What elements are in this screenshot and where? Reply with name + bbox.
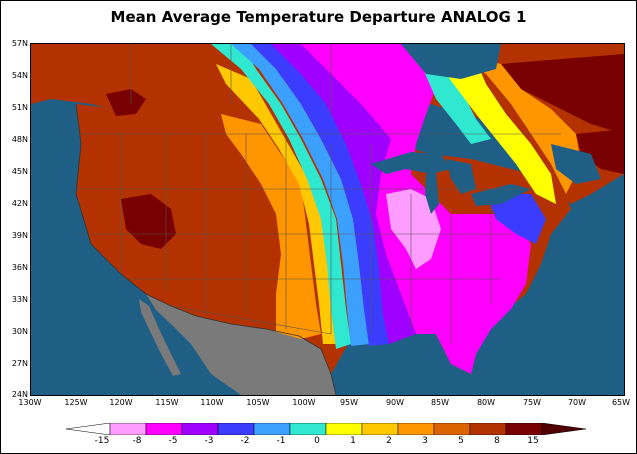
- x-axis-label: 80W: [476, 398, 496, 407]
- coastline: [75, 103, 337, 395]
- y-axis-label: 54N: [11, 71, 28, 80]
- legend-swatch: [361, 423, 399, 435]
- ne-cyan-band: [421, 59, 491, 144]
- legend-swatch: [109, 423, 147, 435]
- x-axis-label: 115W: [155, 398, 179, 407]
- legend-label: 5: [458, 436, 464, 446]
- y-axis-label: 51N: [11, 103, 28, 112]
- legend-swatch: [289, 423, 327, 435]
- y-axis-label: 39N: [11, 231, 28, 240]
- x-axis-label: 110W: [200, 398, 224, 407]
- legend-label: 1: [350, 436, 356, 446]
- legend-label: 0: [314, 436, 320, 446]
- northeast-warm-core-2: [576, 129, 624, 174]
- cyan-band: [211, 44, 351, 349]
- temperature-departure-map: [30, 43, 625, 396]
- lake-huron: [446, 159, 476, 194]
- ne-blue-band: [486, 194, 546, 244]
- hudson-bay: [401, 44, 501, 79]
- legend-swatch: [397, 423, 435, 435]
- political-borders: [76, 44, 561, 344]
- x-axis-label: 90W: [385, 398, 405, 407]
- x-axis-label: 100W: [292, 398, 316, 407]
- x-axis-label: 120W: [109, 398, 133, 407]
- legend-arrow-low: [66, 423, 111, 435]
- x-axis-label: 75W: [522, 398, 542, 407]
- gulf-of-st-lawrence: [551, 144, 601, 184]
- legend-label: 15: [527, 436, 539, 446]
- lightblue-band: [231, 44, 369, 346]
- legend-arrow-high: [541, 423, 586, 435]
- legend-label: 8: [494, 436, 500, 446]
- color-legend-bar: [66, 423, 586, 435]
- lake-michigan: [425, 172, 439, 214]
- great-lakes: [371, 152, 451, 174]
- y-axis-label: 30N: [11, 327, 28, 336]
- blue-band: [251, 44, 389, 346]
- legend-swatch: [505, 423, 543, 435]
- northeast-warm-core: [501, 54, 624, 134]
- pink-core: [386, 189, 441, 269]
- legend-label: 2: [386, 436, 392, 446]
- map-title: Mean Average Temperature Departure ANALO…: [110, 8, 527, 26]
- y-axis-label: 33N: [11, 295, 28, 304]
- legend-swatch: [253, 423, 291, 435]
- ne-orange-band: [456, 54, 581, 194]
- legend-swatch: [469, 423, 507, 435]
- y-axis-label: 42N: [11, 199, 28, 208]
- x-axis-label: 130W: [18, 398, 42, 407]
- y-axis-label: 48N: [11, 135, 28, 144]
- west-yellow-band: [216, 64, 336, 344]
- y-axis-label: 57N: [11, 39, 28, 48]
- legend-label: -5: [168, 436, 178, 446]
- legend-label: -2: [240, 436, 250, 446]
- ne-yellow-band: [431, 49, 556, 204]
- legend-label: -15: [94, 436, 110, 446]
- west-orange-band: [221, 114, 321, 339]
- baja-land: [139, 299, 181, 376]
- legend-label: -3: [204, 436, 214, 446]
- legend-swatch: [181, 423, 219, 435]
- x-axis-label: 125W: [64, 398, 88, 407]
- y-axis-label: 45N: [11, 167, 28, 176]
- x-axis-label: 105W: [246, 398, 270, 407]
- x-axis-label: 85W: [430, 398, 450, 407]
- y-axis-label: 36N: [11, 263, 28, 272]
- legend-label: -1: [276, 436, 286, 446]
- y-axis-label: 27N: [11, 359, 28, 368]
- x-axis-label: 70W: [567, 398, 587, 407]
- mexico-land: [146, 294, 336, 395]
- west-warm-core: [121, 194, 176, 249]
- x-axis-label: 65W: [611, 398, 631, 407]
- legend-swatch: [145, 423, 183, 435]
- legend-swatch: [217, 423, 255, 435]
- x-axis-label: 95W: [339, 398, 359, 407]
- legend-swatch: [325, 423, 363, 435]
- y-axis-label: 24N: [11, 390, 28, 399]
- lake-erie-ontario: [471, 184, 531, 206]
- legend-label: 3: [422, 436, 428, 446]
- legend-label: -8: [132, 436, 142, 446]
- nw-warm-core: [106, 89, 146, 116]
- legend-swatch: [433, 423, 471, 435]
